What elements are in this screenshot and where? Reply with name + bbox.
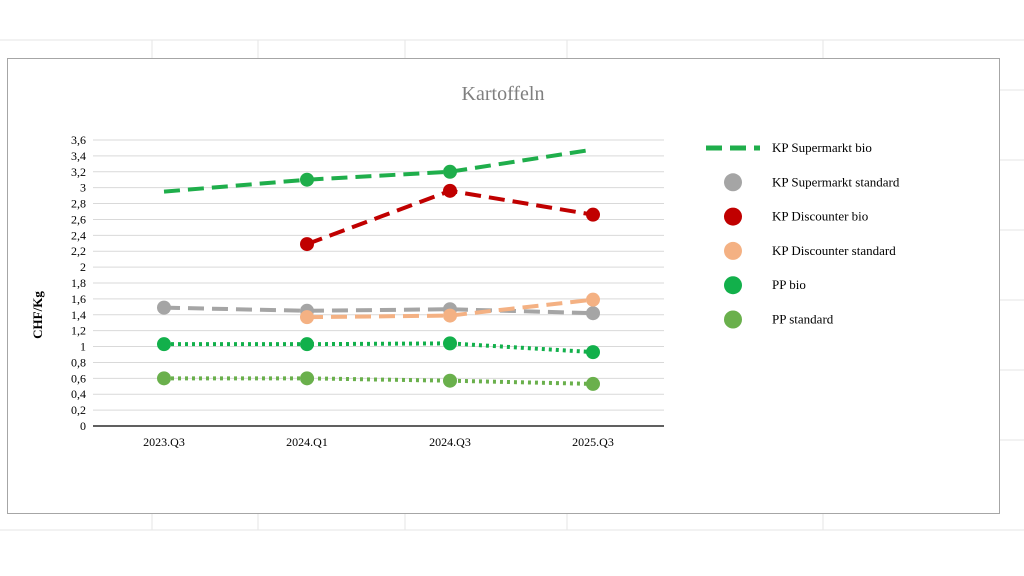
- legend-swatch: [724, 173, 742, 192]
- y-axis-label: CHF/Kg: [30, 291, 45, 339]
- y-tick-label: 2,2: [71, 244, 86, 258]
- data-point: [300, 371, 314, 386]
- y-tick-label: 1: [80, 340, 86, 354]
- legend-label: KP Discounter bio: [772, 209, 868, 224]
- y-tick-label: 2: [80, 260, 86, 274]
- data-point: [443, 373, 457, 388]
- y-tick-label: 3,2: [71, 165, 86, 179]
- y-tick-label: 1,6: [71, 292, 86, 306]
- y-tick-label: 3,4: [71, 149, 86, 163]
- data-point: [443, 336, 457, 351]
- x-tick-label: 2024.Q3: [429, 435, 471, 449]
- series-line: [164, 376, 594, 386]
- legend: KP Supermarkt bio KP Supermarkt standard K…: [706, 140, 900, 329]
- x-tick-label: 2023.Q3: [143, 435, 185, 449]
- data-point: [586, 306, 600, 321]
- y-tick-label: 0,4: [71, 387, 86, 401]
- data-point: [443, 183, 457, 198]
- series-lines: [157, 147, 600, 391]
- y-tick-label: 3: [80, 181, 86, 195]
- series-line: [306, 188, 594, 246]
- chart-title: Kartoffeln: [462, 83, 545, 105]
- y-tick-label: 2,4: [71, 228, 86, 242]
- legend-label: KP Supermarkt standard: [772, 174, 900, 189]
- data-point: [586, 292, 600, 307]
- y-tick-label: 0: [80, 419, 86, 433]
- y-tick-label: 1,4: [71, 308, 86, 322]
- data-point: [586, 345, 600, 360]
- y-tick-labels: 0 0,2 0,4 0,6 0,81 1,2 1,4 1,6 1,8 2 2,2 2,4 2,62,8 3…: [71, 133, 86, 433]
- data-point: [300, 237, 314, 252]
- x-tick-label: 2025.Q3: [572, 435, 614, 449]
- legend-swatch: [724, 207, 742, 226]
- x-tick-label: 2024.Q1: [286, 435, 328, 449]
- gridlines: [93, 139, 664, 427]
- data-point: [443, 164, 457, 179]
- y-tick-label: 1,2: [71, 324, 86, 338]
- legend-swatch: [724, 241, 742, 260]
- y-tick-label: 1,8: [71, 276, 86, 290]
- data-point: [300, 310, 314, 325]
- data-point: [157, 300, 171, 315]
- data-point: [157, 371, 171, 386]
- series-line: [164, 341, 594, 355]
- y-tick-label: 0,2: [71, 403, 86, 417]
- data-point: [300, 337, 314, 352]
- y-tick-label: 2,6: [71, 212, 86, 226]
- chart-frame[interactable]: [7, 58, 1000, 514]
- data-point: [157, 337, 171, 352]
- legend-swatch: [724, 276, 742, 295]
- legend-label: PP bio: [772, 277, 806, 292]
- legend-label: PP standard: [772, 312, 834, 327]
- data-point: [443, 308, 457, 323]
- x-tick-labels: 2023.Q3 2024.Q1 2024.Q3 2025.Q3: [143, 435, 614, 449]
- data-point: [300, 172, 314, 187]
- legend-swatch: [724, 310, 742, 329]
- y-tick-label: 2,8: [71, 197, 86, 211]
- legend-label: KP Discounter standard: [772, 243, 896, 258]
- data-point: [586, 207, 600, 222]
- y-tick-label: 0,6: [71, 371, 86, 385]
- data-point: [586, 376, 600, 391]
- legend-label: KP Supermarkt bio: [772, 140, 872, 155]
- y-tick-label: 3,6: [71, 133, 86, 147]
- y-tick-label: 0,8: [71, 355, 86, 369]
